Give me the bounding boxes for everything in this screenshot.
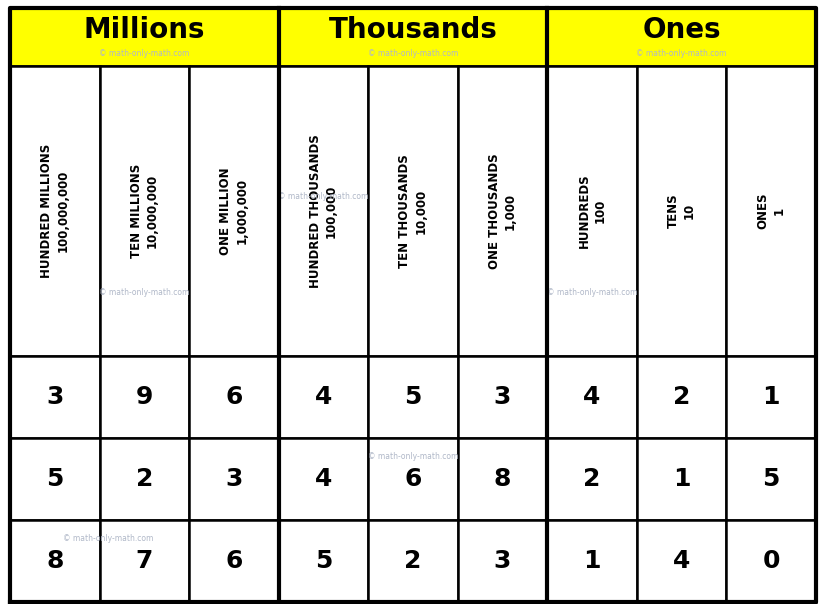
Text: © math-only-math.com: © math-only-math.com	[64, 533, 154, 542]
Text: 7: 7	[135, 549, 153, 573]
Bar	[278, 8, 548, 66]
Text: Thousands: Thousands	[329, 16, 497, 44]
Bar	[368, 356, 458, 438]
Bar	[726, 438, 816, 520]
Text: TEN MILLIONS
10,000,000: TEN MILLIONS 10,000,000	[130, 164, 159, 258]
Text: 0: 0	[762, 549, 780, 573]
Text: Millions: Millions	[83, 16, 205, 44]
Bar	[458, 66, 548, 356]
Text: 4: 4	[315, 467, 332, 491]
Bar	[458, 438, 548, 520]
Text: 4: 4	[583, 385, 601, 409]
Text: 3: 3	[46, 385, 64, 409]
Text: © math-only-math.com: © math-only-math.com	[99, 49, 189, 58]
Text: 8: 8	[494, 467, 511, 491]
Bar	[189, 66, 278, 356]
Text: ONE MILLION
1,000,000: ONE MILLION 1,000,000	[220, 167, 249, 255]
Bar	[637, 520, 726, 602]
Bar	[10, 520, 100, 602]
Text: 3: 3	[494, 385, 511, 409]
Text: 6: 6	[404, 467, 422, 491]
Bar	[10, 438, 100, 520]
Text: 2: 2	[135, 467, 153, 491]
Bar	[10, 356, 100, 438]
Bar	[548, 438, 637, 520]
Text: HUNDRED MILLIONS
100,000,000: HUNDRED MILLIONS 100,000,000	[40, 144, 69, 278]
Text: 2: 2	[673, 385, 691, 409]
Text: TENS
10: TENS 10	[667, 194, 696, 228]
Bar	[548, 66, 637, 356]
Bar	[368, 520, 458, 602]
Text: 4: 4	[315, 385, 332, 409]
Bar	[189, 356, 278, 438]
Text: 5: 5	[315, 549, 332, 573]
Bar	[100, 66, 189, 356]
Bar	[548, 520, 637, 602]
Bar	[278, 520, 368, 602]
Bar	[189, 438, 278, 520]
Bar	[278, 66, 368, 356]
Text: 5: 5	[762, 467, 780, 491]
Text: 3: 3	[494, 549, 511, 573]
Text: 2: 2	[404, 549, 422, 573]
Text: TEN THOUSANDS
10,000: TEN THOUSANDS 10,000	[398, 154, 428, 268]
Text: HUNDREDS
100: HUNDREDS 100	[577, 174, 606, 248]
Text: 5: 5	[46, 467, 64, 491]
Bar	[458, 520, 548, 602]
Text: 6: 6	[225, 385, 243, 409]
Bar	[726, 520, 816, 602]
Bar	[278, 438, 368, 520]
Text: © math-only-math.com: © math-only-math.com	[278, 192, 368, 201]
Bar	[100, 356, 189, 438]
Text: ONES
1: ONES 1	[757, 193, 786, 230]
Text: 3: 3	[225, 467, 243, 491]
Bar	[548, 356, 637, 438]
Bar	[726, 356, 816, 438]
Text: © math-only-math.com: © math-only-math.com	[637, 49, 727, 58]
Bar	[100, 438, 189, 520]
Bar	[278, 356, 368, 438]
Bar	[100, 520, 189, 602]
Bar	[368, 438, 458, 520]
Text: Ones: Ones	[643, 16, 721, 44]
Text: 9: 9	[135, 385, 153, 409]
Text: © math-only-math.com: © math-only-math.com	[368, 452, 458, 460]
Text: HUNDRED THOUSANDS
100,000: HUNDRED THOUSANDS 100,000	[309, 134, 338, 288]
Bar	[637, 356, 726, 438]
Bar	[189, 520, 278, 602]
Bar	[637, 66, 726, 356]
Text: 1: 1	[673, 467, 691, 491]
Text: © math-only-math.com: © math-only-math.com	[368, 49, 458, 58]
Text: © math-only-math.com: © math-only-math.com	[99, 288, 189, 297]
Text: 2: 2	[583, 467, 601, 491]
Bar	[458, 356, 548, 438]
Text: 4: 4	[673, 549, 691, 573]
Bar	[548, 8, 816, 66]
Text: 1: 1	[583, 549, 601, 573]
Text: 1: 1	[762, 385, 780, 409]
Text: © math-only-math.com: © math-only-math.com	[547, 288, 638, 297]
Bar	[637, 438, 726, 520]
Text: 5: 5	[404, 385, 422, 409]
Text: ONE THOUSANDS
1,000: ONE THOUSANDS 1,000	[488, 153, 517, 269]
Bar	[10, 8, 278, 66]
Text: 8: 8	[46, 549, 64, 573]
Bar	[368, 66, 458, 356]
Text: 6: 6	[225, 549, 243, 573]
Bar	[10, 66, 100, 356]
Bar	[726, 66, 816, 356]
